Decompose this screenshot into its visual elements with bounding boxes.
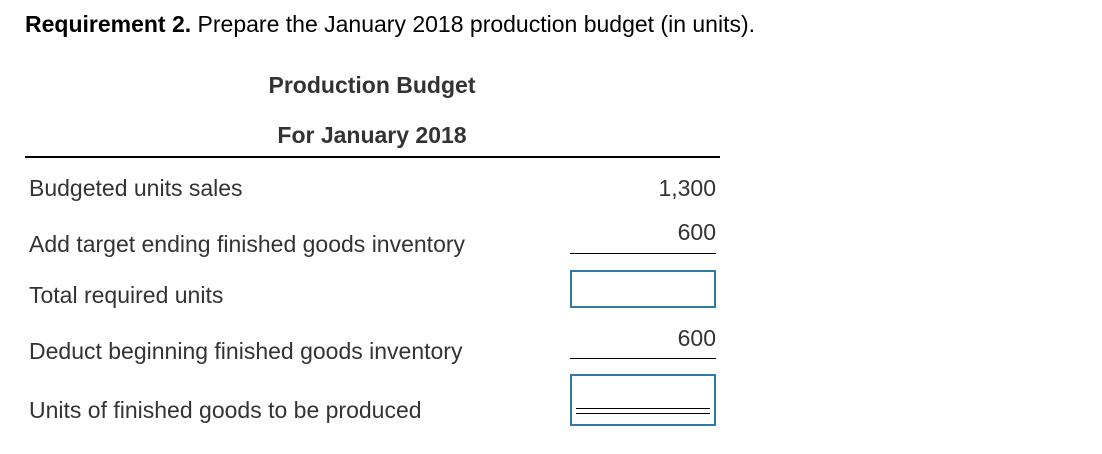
- units-to-be-produced-input[interactable]: [570, 374, 716, 426]
- budget-header: Production Budget For January 2018: [255, 72, 489, 148]
- row-value-target-ending-inventory: 600: [677, 219, 716, 245]
- row-label-target-ending-inventory: Add target ending finished goods invento…: [29, 231, 466, 257]
- requirement-text: Prepare the January 2018 production budg…: [191, 11, 756, 37]
- row-value-beginning-inventory: 600: [677, 325, 716, 351]
- row-label-budgeted-units-sales: Budgeted units sales: [29, 175, 243, 201]
- units-to-be-produced-field: [570, 374, 716, 426]
- row-label-total-required-units: Total required units: [29, 282, 224, 308]
- requirement-label: Requirement 2.: [25, 11, 192, 37]
- row-value-budgeted-units-sales: 1,300: [658, 175, 716, 201]
- total-required-units-input[interactable]: [570, 270, 716, 308]
- subtotal-underline: [570, 253, 716, 254]
- header-divider: [25, 156, 720, 158]
- budget-title: Production Budget: [268, 72, 476, 98]
- row-label-beginning-inventory: Deduct beginning finished goods inventor…: [29, 338, 463, 364]
- deduction-underline: [570, 358, 716, 359]
- row-label-units-to-be-produced: Units of finished goods to be produced: [29, 397, 422, 423]
- budget-period: For January 2018: [277, 122, 467, 148]
- requirement-heading: Requirement 2. Prepare the January 2018 …: [25, 11, 755, 38]
- total-double-underline-bottom: [576, 413, 710, 414]
- total-double-underline-top: [576, 408, 710, 409]
